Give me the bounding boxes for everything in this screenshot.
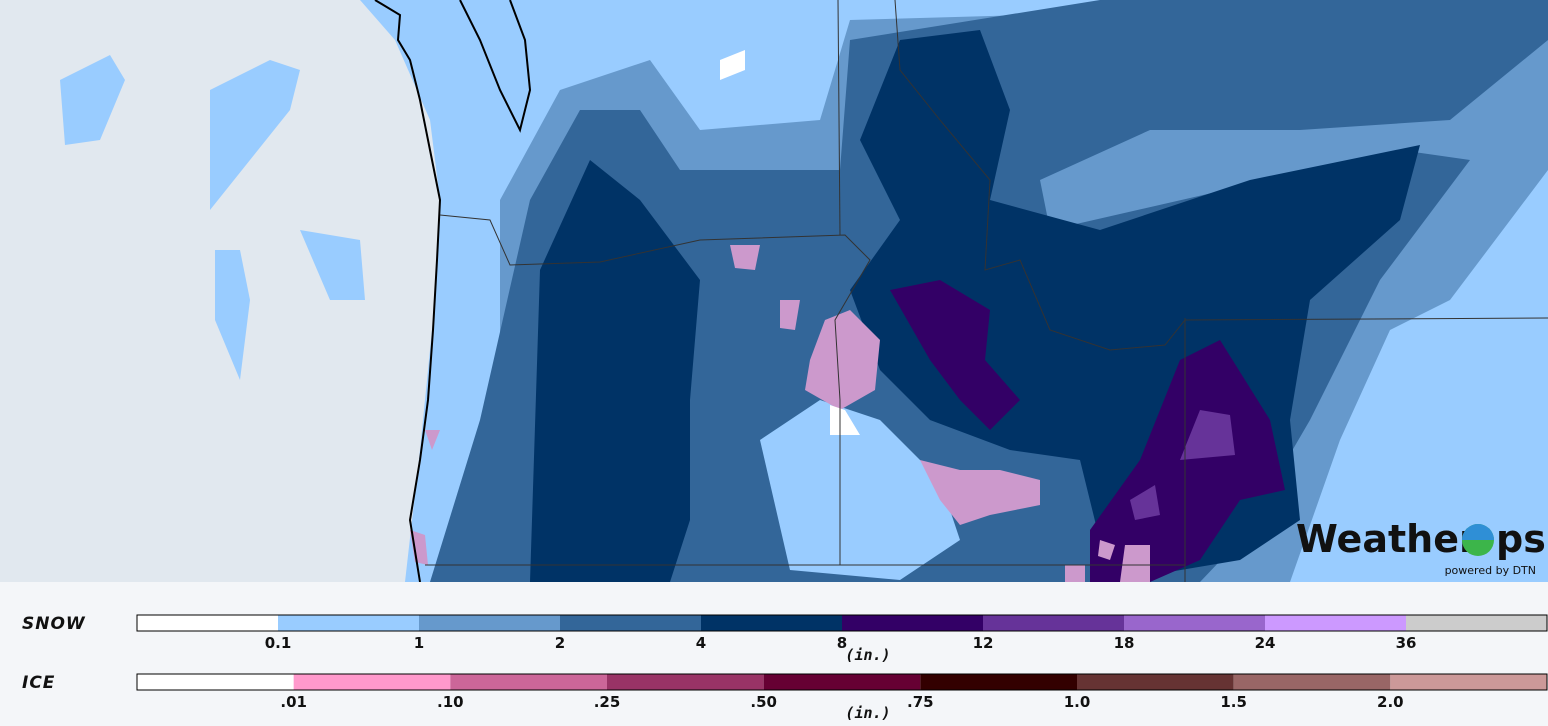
logo: Weather ps powered by DTN [1296, 517, 1546, 577]
ice-label: .50 [750, 693, 777, 711]
snow-swatch [560, 615, 701, 631]
ice-label: .01 [280, 693, 307, 711]
ice-swatch [137, 674, 294, 690]
ice-areas [410, 245, 1150, 582]
snow-swatch [701, 615, 842, 631]
ice-label: .10 [437, 693, 464, 711]
snow-label: 1 [414, 634, 424, 652]
snow-label: 8 [837, 634, 847, 652]
ice-swatch [1390, 674, 1547, 690]
snow-swatch [983, 615, 1124, 631]
snow-swatch [419, 615, 560, 631]
snow-swatch [137, 615, 278, 631]
snow-label: 24 [1255, 634, 1276, 652]
ice-swatch [763, 674, 921, 690]
snow-unit: (in.) [845, 646, 890, 664]
snow-12-18 [1130, 410, 1235, 520]
basin-light [760, 400, 960, 580]
ice-label: 2.0 [1377, 693, 1404, 711]
snow-title: SNOW [22, 614, 86, 634]
ice-swatch [293, 674, 451, 690]
logo-brand-end: ps [1496, 517, 1546, 561]
snow-bar-outline [136, 614, 1548, 632]
ice-title: ICE [22, 673, 55, 693]
legend-panel [0, 582, 1548, 726]
state-borders [425, 0, 1548, 582]
coastline [374, 0, 442, 583]
snow-swatch [1265, 615, 1406, 631]
ice-swatch [607, 674, 764, 690]
logo-tagline: powered by DTN [1445, 564, 1536, 577]
ice-label: .75 [907, 693, 934, 711]
snow-label: 36 [1396, 634, 1417, 652]
snow-swatch [1406, 615, 1547, 631]
snow-swatch [1124, 615, 1265, 631]
snow-label: 4 [696, 634, 706, 652]
ice-swatch [1077, 674, 1234, 690]
ice-label: 1.0 [1064, 693, 1091, 711]
logo-icon-top [1462, 524, 1494, 540]
snow-label: 0.1 [265, 634, 292, 652]
ice-bar-outline [136, 673, 1548, 691]
ice-label: 1.5 [1220, 693, 1247, 711]
ice-label: .25 [594, 693, 621, 711]
ice-swatch [450, 674, 607, 690]
snow-8-12 [890, 280, 1285, 582]
snow-label: 18 [1114, 634, 1135, 652]
puget-sound [459, 0, 532, 133]
map: Weather ps powered by DTN [0, 0, 1548, 583]
ice-unit: (in.) [845, 704, 890, 722]
snow-swatch [842, 615, 983, 631]
offshore-snow [60, 55, 365, 380]
ice-swatch [920, 674, 1077, 690]
logo-brand-start: Weather [1296, 517, 1478, 561]
snow-swatch [278, 615, 419, 631]
snow-label: 12 [973, 634, 994, 652]
snow-label: 2 [555, 634, 565, 652]
ice-swatch [1233, 674, 1391, 690]
